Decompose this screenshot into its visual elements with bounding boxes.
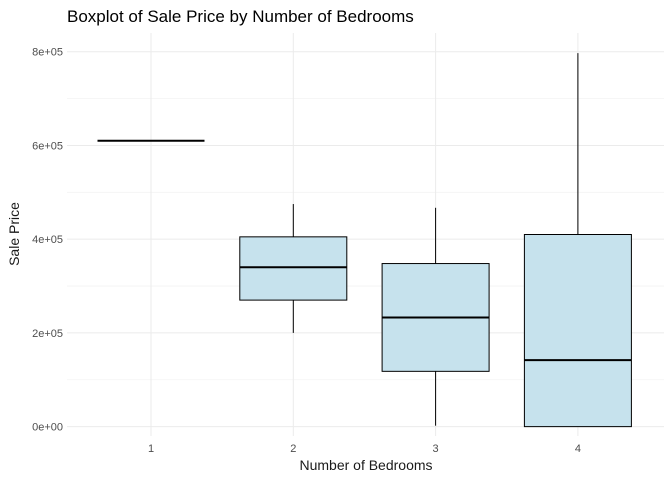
- box-iqr: [239, 236, 348, 301]
- chart-title: Boxplot of Sale Price by Number of Bedro…: [67, 7, 414, 26]
- y-tick-label: 2e+05: [32, 328, 63, 340]
- x-tick-label: 4: [575, 443, 581, 455]
- box-group: [239, 204, 348, 333]
- y-tick-label: 4e+05: [32, 234, 63, 246]
- box-iqr: [523, 234, 632, 428]
- y-tick-label: 0e+00: [32, 422, 63, 434]
- y-tick-labels: 0e+00 2e+05 4e+05 6e+05 8e+05: [32, 47, 63, 434]
- x-tick-label: 1: [148, 443, 154, 455]
- y-tick-label: 6e+05: [32, 140, 63, 152]
- x-tick-label: 3: [433, 443, 439, 455]
- box-group: [381, 207, 490, 426]
- box-group: [523, 53, 632, 428]
- boxes: [97, 53, 632, 428]
- x-tick-label: 2: [290, 443, 296, 455]
- y-tick-label: 8e+05: [32, 47, 63, 59]
- x-axis-title: Number of Bedrooms: [299, 457, 432, 473]
- x-tick-labels: 1 2 3 4: [148, 443, 581, 455]
- y-axis-title: Sale Price: [6, 202, 22, 266]
